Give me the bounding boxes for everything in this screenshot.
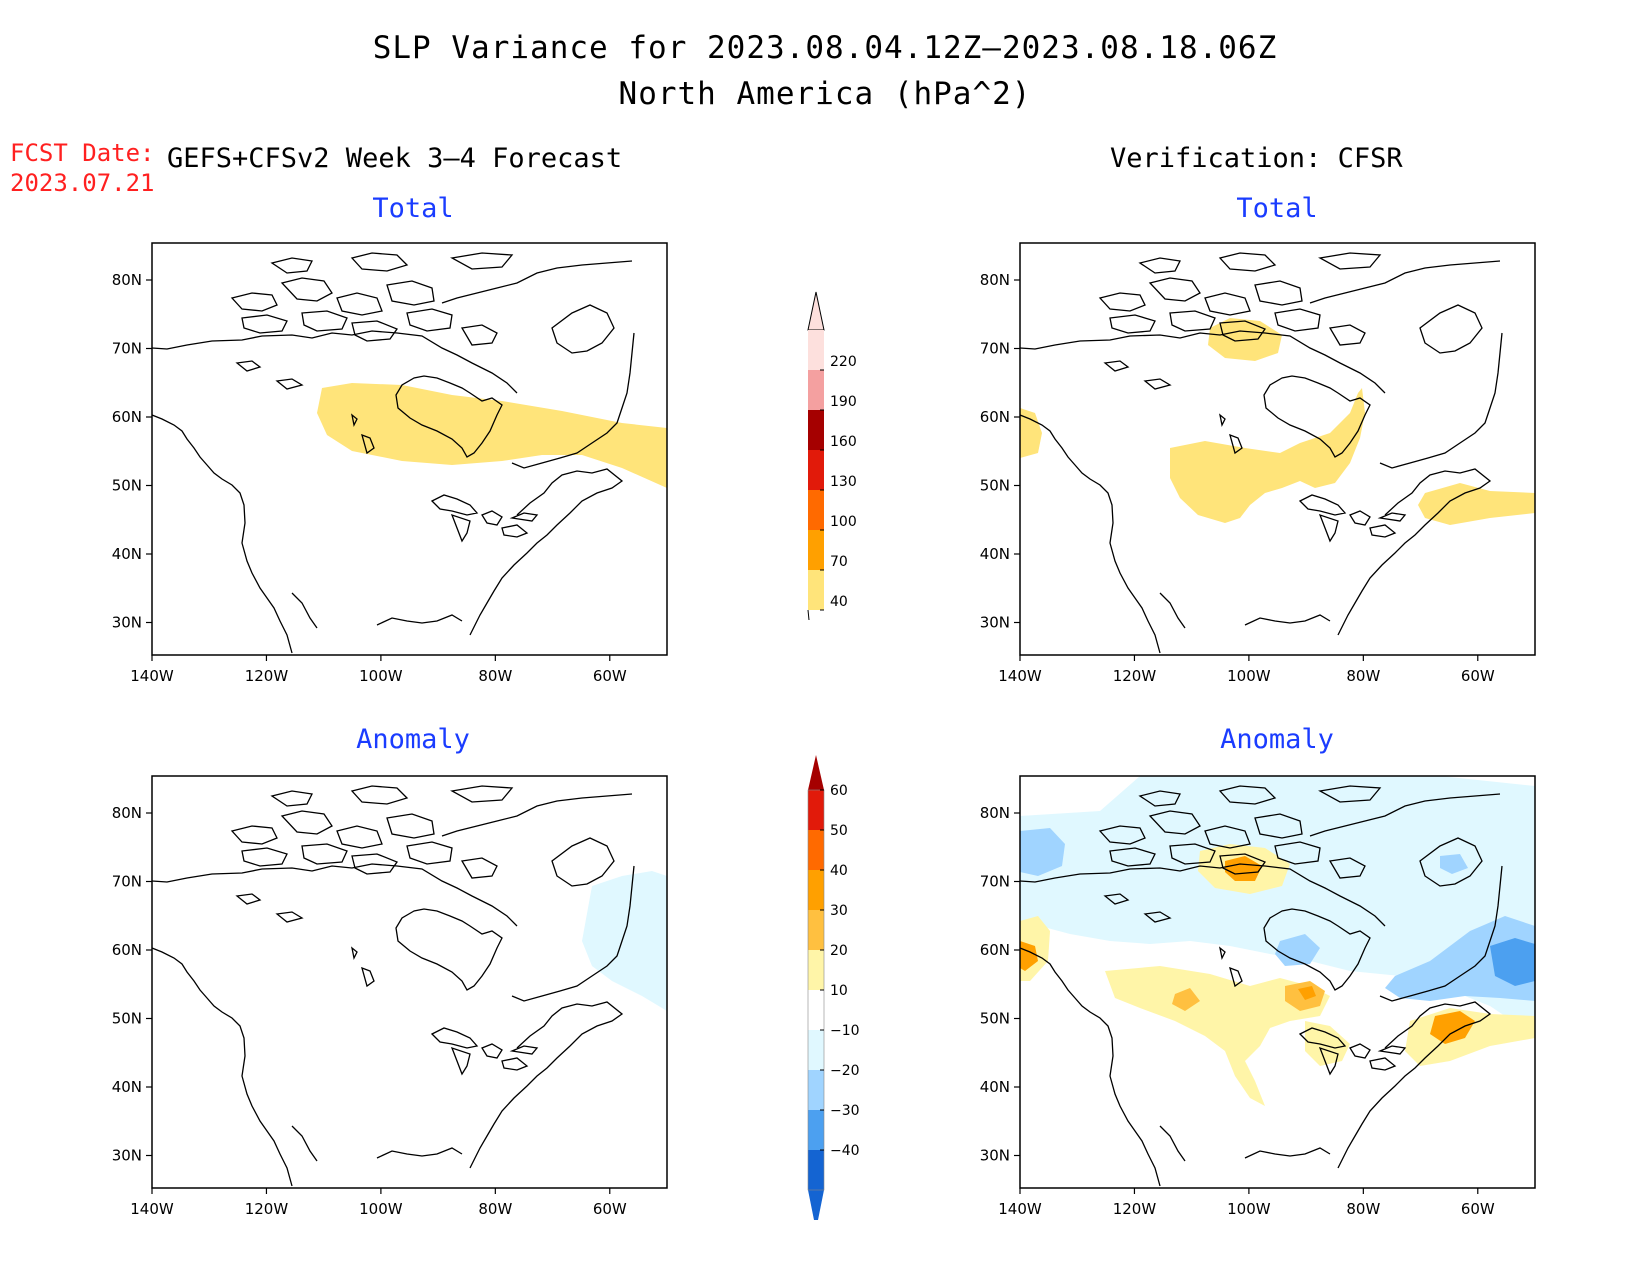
colorbar-segment (808, 830, 824, 870)
verification-heading: Verification: CFSR (1110, 143, 1403, 174)
colorbar-segment (808, 950, 824, 990)
colorbar-segment (808, 530, 824, 570)
colorbar-label: −10 (830, 1023, 860, 1039)
colorbar-segment (808, 570, 824, 610)
colorbar-label: 40 (830, 863, 848, 879)
colorbar-segment (808, 910, 824, 950)
variance-shade-region (317, 383, 667, 488)
colorbar-segment (808, 1150, 824, 1190)
verification-anomaly-title: Anomaly (1220, 724, 1334, 755)
colorbar-bottom-wedge (808, 1190, 824, 1220)
colorbar-label: 70 (830, 554, 848, 570)
colorbar-segment (808, 790, 824, 830)
colorbar-label: 40 (830, 594, 848, 610)
colorbar-label: 160 (830, 434, 857, 450)
anomaly-colorbar: 60 50 40 30 20 10 −10 −20 −30 −40 (807, 755, 860, 1220)
colorbar-label: 60 (830, 783, 848, 799)
colorbar-segment (808, 1110, 824, 1150)
colorbar-label: 50 (830, 823, 848, 839)
colorbar-label: 10 (830, 983, 848, 999)
colorbar-bottom-wedge (807, 609, 810, 620)
fcst-date: 2023.07.21 (10, 169, 155, 197)
variance-shade-regions (1020, 318, 1535, 525)
colorbar-label: 30 (830, 903, 848, 919)
colorbar-label: −40 (830, 1143, 860, 1159)
forecast-total-map (151, 242, 668, 656)
colorbar-segment (808, 1030, 824, 1070)
forecast-anomaly-map (151, 775, 668, 1189)
colorbar-segment (808, 1070, 824, 1110)
figure-title: SLP Variance for 2023.08.04.12Z–2023.08.… (372, 30, 1278, 66)
colorbar-label: 20 (830, 943, 848, 959)
total-colorbar: 220 190 160 130 100 70 40 (807, 291, 857, 620)
colorbar-segment (808, 990, 824, 1030)
verification-anomaly-map (1019, 775, 1536, 1189)
colorbar-segment (808, 870, 824, 910)
colorbar-label: 190 (830, 394, 857, 410)
colorbar-segment (808, 370, 824, 410)
fcst-date-label: FCST Date: 2023.07.21 (10, 138, 155, 198)
colorbar-top-wedge (808, 755, 824, 790)
colorbar-segment (808, 490, 824, 530)
fcst-label: FCST Date: (10, 139, 155, 167)
colorbar-label: 100 (830, 514, 857, 530)
anomaly-shade-region (582, 871, 667, 1011)
colorbar-label: −30 (830, 1103, 860, 1119)
verification-total-title: Total (1236, 193, 1318, 224)
colorbar-label: 220 (830, 354, 857, 370)
forecast-total-title: Total (372, 193, 454, 224)
figure-subtitle: North America (hPa^2) (618, 76, 1032, 112)
forecast-anomaly-title: Anomaly (356, 724, 470, 755)
anomaly-shade-regions (1020, 776, 1535, 1106)
colorbar-top-wedge (807, 291, 825, 331)
colorbar-segment (808, 450, 824, 490)
forecast-heading: GEFS+CFSv2 Week 3–4 Forecast (167, 143, 623, 174)
verification-total-map (1019, 242, 1536, 656)
colorbar-label: −20 (830, 1063, 860, 1079)
colorbar-label: 130 (830, 474, 857, 490)
colorbar-segment (808, 330, 824, 370)
colorbar-segment (808, 410, 824, 450)
